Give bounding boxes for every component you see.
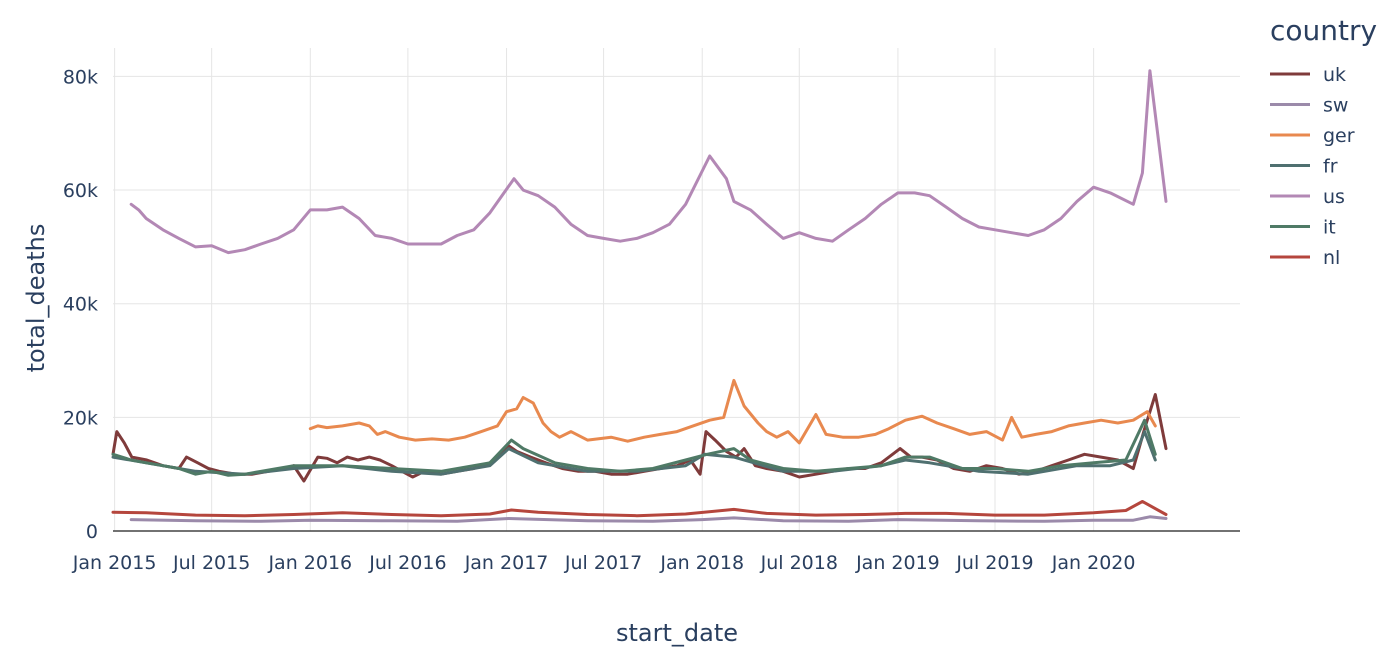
legend-label-fr[interactable]: fr [1323, 156, 1338, 178]
x-tick-label: Jan 2020 [1051, 552, 1136, 574]
legend-label-sw[interactable]: sw [1323, 95, 1348, 117]
x-tick-label: Jul 2015 [172, 552, 250, 574]
series-layer [111, 69, 1168, 523]
series-line-sw [129, 515, 1168, 523]
x-axis-title: start_date [616, 619, 738, 647]
x-tick-label: Jan 2018 [659, 552, 744, 574]
x-tick-label: Jul 2017 [564, 552, 642, 574]
legend-label-it[interactable]: it [1323, 217, 1336, 239]
series-line-it [111, 418, 1157, 477]
legend-label-uk[interactable]: uk [1323, 64, 1346, 86]
x-tick-label: Jan 2017 [464, 552, 549, 574]
y-tick-label: 0 [86, 521, 98, 543]
y-tick-label: 60k [63, 180, 98, 202]
x-tick-label: Jan 2019 [855, 552, 940, 574]
y-tick-label: 20k [63, 407, 98, 429]
x-tick-label: Jul 2019 [955, 552, 1033, 574]
axis-layer: Jan 2015 Jul 2015 Jan 2016 Jul 2016 Jan 2017… [63, 66, 1240, 574]
y-tick-label: 40k [63, 294, 98, 316]
legend-label-nl[interactable]: nl [1323, 247, 1340, 269]
series-line-nl [111, 500, 1168, 518]
x-tick-label: Jul 2016 [368, 552, 446, 574]
series-line-us [129, 69, 1168, 255]
legend-title: country [1270, 14, 1377, 47]
y-axis-title: total_deaths [22, 224, 50, 373]
legend-label-ger[interactable]: ger [1323, 125, 1355, 147]
legend: uk sw ger fr us it nl [1270, 64, 1355, 269]
x-tick-label: Jul 2018 [760, 552, 838, 574]
x-tick-label: Jan 2016 [267, 552, 352, 574]
y-tick-label: 80k [63, 66, 98, 88]
legend-label-us[interactable]: us [1323, 186, 1345, 208]
grid-layer [113, 48, 1240, 531]
series-line-ger [308, 378, 1157, 445]
x-tick-label: Jan 2015 [72, 552, 157, 574]
